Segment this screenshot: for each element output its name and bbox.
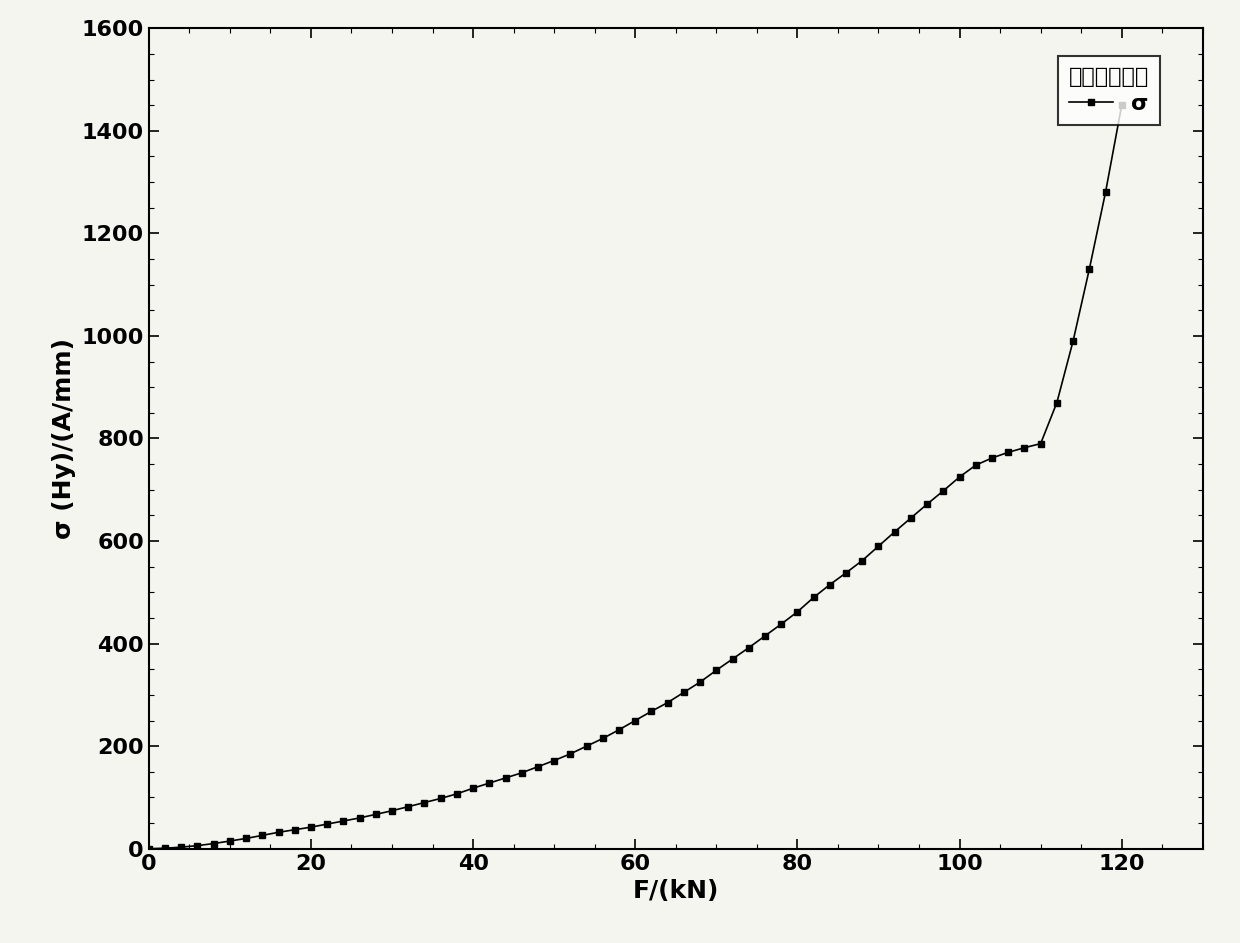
Line: σ: σ	[146, 103, 1125, 852]
σ	[725, 653, 740, 665]
σ	[660, 697, 675, 708]
Y-axis label: σ (Hy)/(A/mm): σ (Hy)/(A/mm)	[52, 338, 76, 539]
Legend: σ: σ	[1058, 56, 1161, 124]
X-axis label: F/(kN): F/(kN)	[632, 879, 719, 903]
σ	[482, 777, 497, 788]
σ	[336, 816, 351, 827]
σ	[985, 453, 999, 464]
σ	[1115, 100, 1130, 111]
σ	[368, 809, 383, 820]
σ	[141, 843, 156, 854]
